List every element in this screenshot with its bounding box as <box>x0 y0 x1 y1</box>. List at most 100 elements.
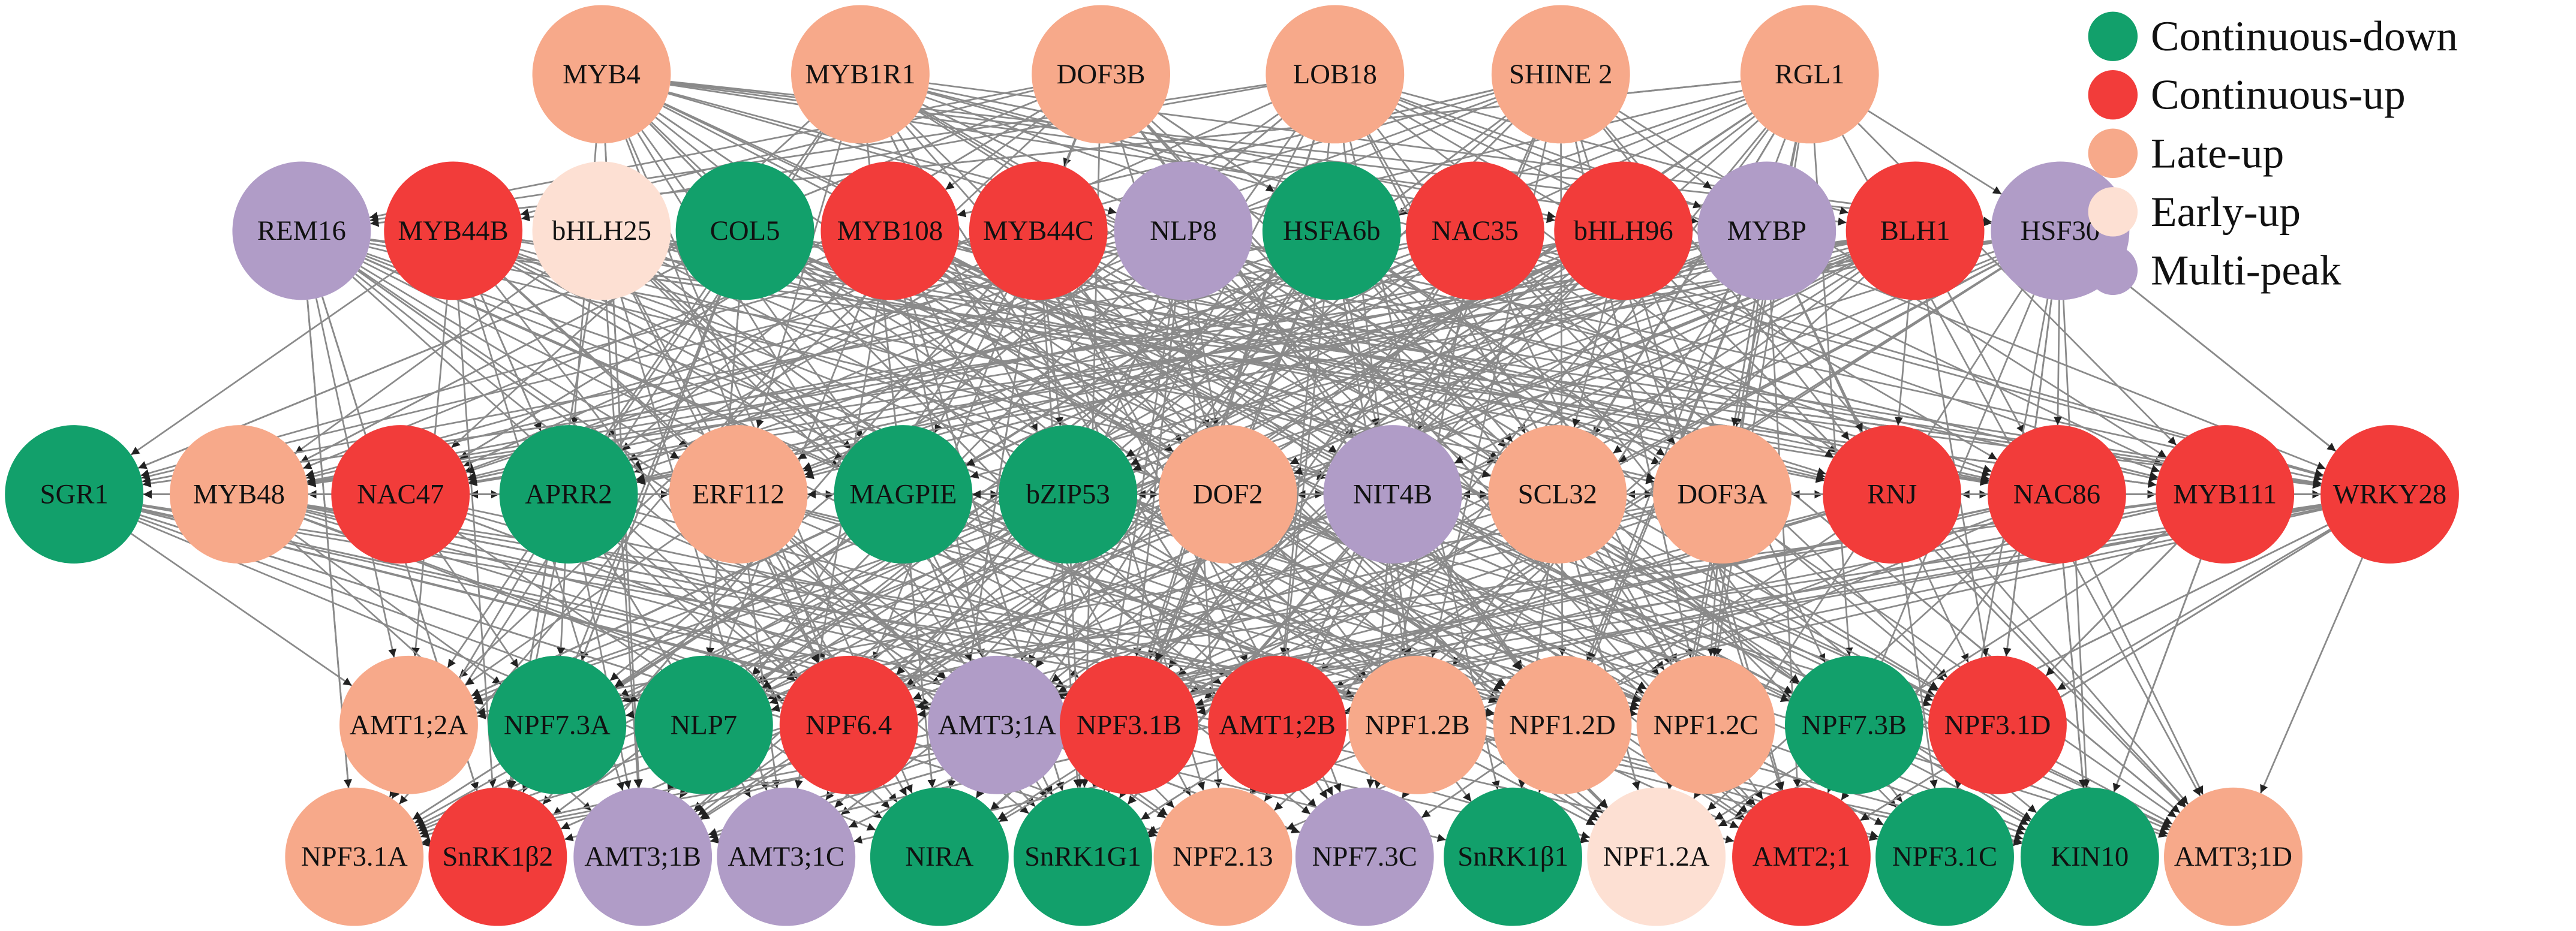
node <box>2156 425 2295 564</box>
node <box>1114 161 1253 300</box>
edge <box>1612 536 1801 683</box>
node-label: MAGPIE <box>849 479 957 510</box>
edge <box>746 562 780 788</box>
legend-swatch <box>2088 245 2138 296</box>
node <box>1845 161 1985 300</box>
node-label: NPF3.1A <box>301 841 408 872</box>
node <box>1697 161 1836 300</box>
edge <box>294 270 546 454</box>
edge <box>1194 299 1219 427</box>
node-label: DOF3B <box>1057 59 1146 90</box>
edge <box>1901 562 1938 789</box>
node-label: NPF1.2A <box>1603 841 1710 872</box>
node <box>384 161 523 300</box>
node <box>820 161 960 300</box>
node-label: AMT1;2B <box>1219 709 1336 740</box>
node-label: KIN10 <box>2051 841 2129 872</box>
node-label: MYB4 <box>563 59 641 90</box>
node-label: bHLH96 <box>1574 215 1673 246</box>
edge <box>653 275 852 450</box>
edge <box>1895 299 1910 426</box>
edge <box>789 540 946 680</box>
node <box>1323 425 1462 564</box>
edge <box>368 246 1326 480</box>
node <box>870 787 1009 926</box>
node-label: NPF3.1D <box>1944 709 2051 740</box>
node-label: MYB48 <box>193 479 285 510</box>
edge <box>797 265 1125 460</box>
legend-label: Multi-peak <box>2151 246 2341 294</box>
edge <box>771 508 1655 712</box>
node <box>339 655 478 794</box>
node-label: LOB18 <box>1293 59 1377 90</box>
node-label: SnRK1β1 <box>1457 841 1568 872</box>
node <box>1295 787 1434 926</box>
node <box>428 787 567 926</box>
node <box>331 425 470 564</box>
node <box>1158 425 1297 564</box>
node-label: NAC35 <box>1432 215 1519 246</box>
node-label: NPF7.3B <box>1802 709 1907 740</box>
edge <box>2057 528 2331 691</box>
node <box>1032 5 1171 144</box>
node-label: NIT4B <box>1353 479 1432 510</box>
edge <box>130 269 397 456</box>
node <box>2320 425 2459 564</box>
legend-swatch <box>2088 11 2138 61</box>
node <box>999 425 1138 564</box>
edge <box>1731 299 1756 427</box>
node <box>1554 161 1693 300</box>
edge <box>805 247 1700 480</box>
edge <box>1158 112 1275 193</box>
edge <box>621 537 796 682</box>
node <box>1784 655 1923 794</box>
edge <box>614 532 846 688</box>
legend: Continuous-down Continuous-up Late-up Early… <box>2088 11 2458 296</box>
node-label: MYB108 <box>837 215 943 246</box>
node-label: REM16 <box>257 215 346 246</box>
edge <box>137 520 876 831</box>
node <box>779 655 918 794</box>
edge <box>438 551 519 668</box>
edge <box>1168 287 1436 669</box>
node-label: bZIP53 <box>1026 479 1110 510</box>
edge <box>305 248 1117 478</box>
edge <box>1281 299 1325 656</box>
node-label: NPF2.13 <box>1173 841 1273 872</box>
node <box>1491 5 1630 144</box>
node <box>669 425 808 564</box>
node-label: SnRK1β2 <box>443 841 554 872</box>
node <box>573 787 713 926</box>
edge <box>457 299 497 788</box>
node-label: AMT3;1A <box>938 709 1056 740</box>
edge <box>1345 507 2322 713</box>
node-label: NIRA <box>905 841 973 872</box>
node <box>928 655 1066 794</box>
node-label: MYB111 <box>2173 479 2277 510</box>
edge <box>1938 544 2187 808</box>
edge <box>564 511 1826 842</box>
node-label: NLP7 <box>671 709 738 740</box>
edge <box>2114 273 2337 452</box>
node <box>1636 655 1775 794</box>
node <box>532 161 671 300</box>
edge <box>636 245 1700 482</box>
node <box>969 161 1108 300</box>
node-label: NPF7.3C <box>1312 841 1417 872</box>
edge <box>2113 559 2202 793</box>
node-label: SGR1 <box>40 479 109 510</box>
node-label: NAC47 <box>357 479 444 510</box>
edge <box>762 531 1010 689</box>
edge <box>767 556 820 663</box>
node-label: NAC86 <box>2013 479 2100 510</box>
node <box>1732 787 1871 926</box>
node <box>717 787 856 926</box>
node-label: AMT3;1C <box>728 841 844 872</box>
edge <box>934 292 1008 433</box>
edge <box>1105 245 2158 482</box>
edge <box>130 532 353 686</box>
node <box>2164 787 2303 926</box>
edge <box>1522 281 1676 445</box>
node <box>532 5 671 144</box>
